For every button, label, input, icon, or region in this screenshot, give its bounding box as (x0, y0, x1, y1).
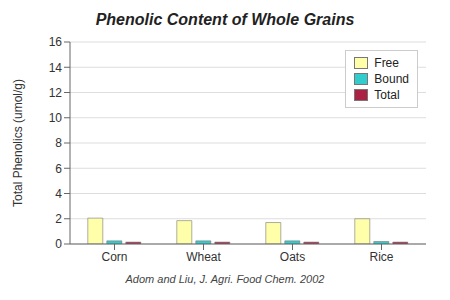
svg-text:Oats: Oats (280, 250, 305, 264)
html-text:Adom and Liu, J. Agri. Food Ch: Adom and Liu, J. Agri. Food Chem. 2002 (125, 273, 325, 285)
svg-text:14: 14 (49, 61, 63, 75)
svg-text:2: 2 (55, 212, 62, 226)
svg-text:Corn: Corn (101, 250, 127, 264)
svg-text:0: 0 (55, 237, 62, 251)
svg-text:Total Phenolics (umol/g): Total Phenolics (umol/g) (11, 79, 25, 207)
svg-text:Wheat: Wheat (186, 250, 221, 264)
svg-text:Rice: Rice (369, 250, 393, 264)
html-text:Phenolic Content of Whole Grai: Phenolic Content of Whole Grains (95, 11, 355, 28)
svg-text:16: 16 (49, 35, 63, 49)
svg-text:10: 10 (49, 111, 63, 125)
svg-text:8: 8 (55, 136, 62, 150)
svg-text:12: 12 (49, 86, 63, 100)
html-text:Free: Free (374, 56, 399, 70)
html-text:Bound: Bound (374, 72, 409, 86)
html-text:Total: Total (374, 88, 400, 102)
svg-text:6: 6 (55, 162, 62, 176)
svg-text:4: 4 (55, 187, 62, 201)
